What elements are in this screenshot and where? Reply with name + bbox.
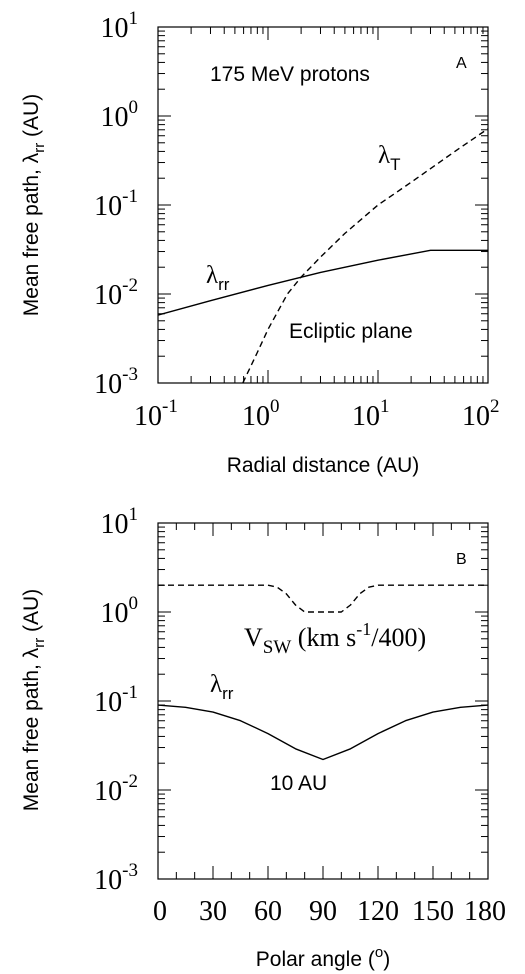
panel-b-x-tick-label: 90 [309, 896, 337, 927]
panel-b: 10-3 10-2 10-1 100 101 0 30 60 90 120 15… [20, 504, 506, 971]
panel-b-x-tick-label: 180 [464, 896, 506, 927]
panel-b-ticks [157, 522, 489, 880]
panel-a-y-tick-label: 10-3 [94, 364, 138, 400]
panel-a-title-annotation: 175 MeV protons [210, 63, 370, 86]
panel-b-y-tick-label: 100 [101, 593, 139, 629]
panel-a-x-tick-label: 102 [462, 396, 500, 432]
panel-a-series-label-lambda-t: λT [378, 142, 401, 174]
panel-b-x-tick-label: 150 [412, 896, 454, 927]
panel-b-y-axis-label: Mean free path, λrr (AU) [20, 589, 48, 811]
panel-b-distance-annotation: 10 AU [270, 772, 327, 795]
panel-a-series-line-1 [242, 128, 488, 383]
panel-a: 10-3 10-2 10-1 100 101 10-1 100 101 102 … [20, 8, 500, 477]
panel-a-y-tick-label: 10-2 [94, 275, 138, 311]
panel-a-x-tick-label: 101 [352, 396, 390, 432]
panel-b-x-tick-label: 0 [153, 896, 167, 927]
panel-b-y-tick-label: 10-3 [94, 860, 138, 896]
panel-a-series-label-lambda-rr: λrr [206, 262, 230, 294]
panel-b-y-tick-label: 101 [101, 504, 139, 540]
panel-b-series-label-vsw: VSW (km s-1/400) [244, 619, 426, 658]
panel-b-x-axis-label: Polar angle (o) [256, 944, 390, 971]
panel-a-x-tick-label: 10-1 [134, 396, 178, 432]
panel-b-series [158, 584, 488, 761]
panel-b-letter: B [456, 551, 467, 568]
panel-a-y-tick-label: 101 [101, 8, 139, 44]
panel-b-series-label-lambda-rr: λrr [210, 671, 234, 703]
panel-b-x-tick-label: 120 [357, 896, 399, 927]
panel-a-x-axis-label: Radial distance (AU) [227, 454, 420, 477]
panel-b-x-tick-labels: 0 30 60 90 120 150 180 [153, 896, 506, 927]
panel-a-y-tick-label: 10-1 [94, 186, 138, 222]
panel-a-letter: A [456, 55, 467, 72]
panel-a-ticks [157, 26, 489, 384]
panel-b-series-line-1 [158, 584, 488, 613]
panel-b-x-tick-label: 30 [199, 896, 227, 927]
panel-a-series-line-0 [158, 249, 488, 316]
panel-b-y-tick-label: 10-2 [94, 771, 138, 807]
panel-b-y-tick-labels: 10-3 10-2 10-1 100 101 [94, 504, 138, 896]
panel-a-series [158, 128, 488, 383]
panel-a-y-axis-label: Mean free path, λrr (AU) [20, 94, 48, 316]
panel-a-y-tick-labels: 10-3 10-2 10-1 100 101 [94, 8, 138, 400]
panel-a-y-tick-label: 100 [101, 97, 139, 133]
panel-b-y-tick-label: 10-1 [94, 682, 138, 718]
panel-b-series-line-0 [158, 704, 488, 761]
panel-a-region-annotation: Ecliptic plane [289, 320, 413, 343]
panel-a-x-tick-label: 100 [242, 396, 280, 432]
panel-b-frame [157, 522, 489, 880]
panel-a-x-tick-labels: 10-1 100 101 102 [134, 396, 500, 432]
panel-b-x-tick-label: 60 [254, 896, 282, 927]
